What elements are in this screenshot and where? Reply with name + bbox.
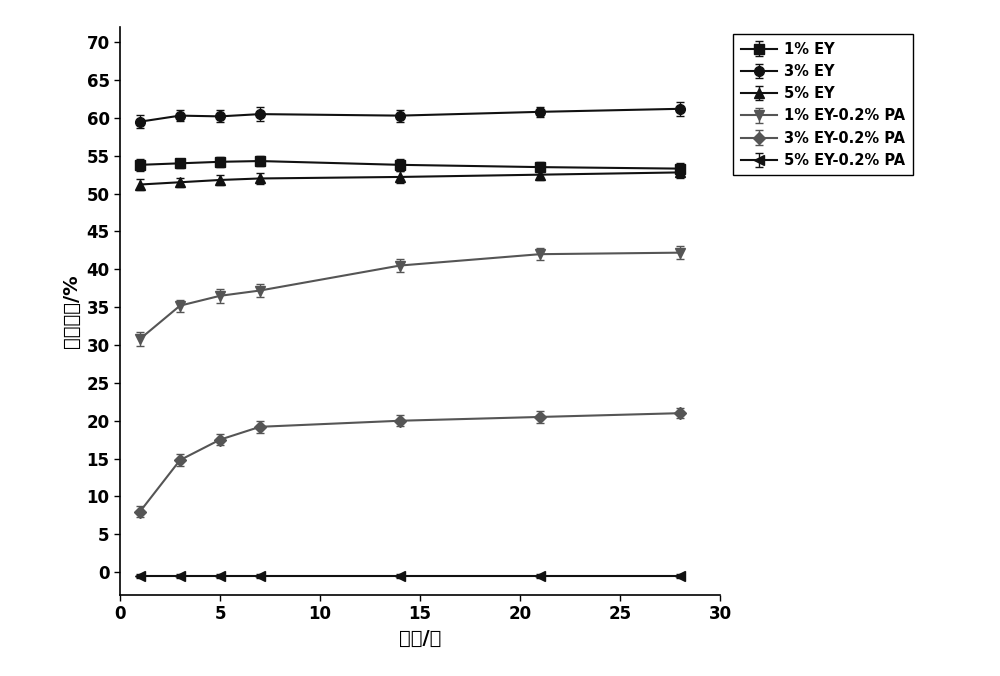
Y-axis label: 乳析指数/%: 乳析指数/% xyxy=(62,274,81,347)
Legend: 1% EY, 3% EY, 5% EY, 1% EY-0.2% PA, 3% EY-0.2% PA, 5% EY-0.2% PA: 1% EY, 3% EY, 5% EY, 1% EY-0.2% PA, 3% E… xyxy=(733,34,913,175)
X-axis label: 时间/天: 时间/天 xyxy=(399,629,441,648)
